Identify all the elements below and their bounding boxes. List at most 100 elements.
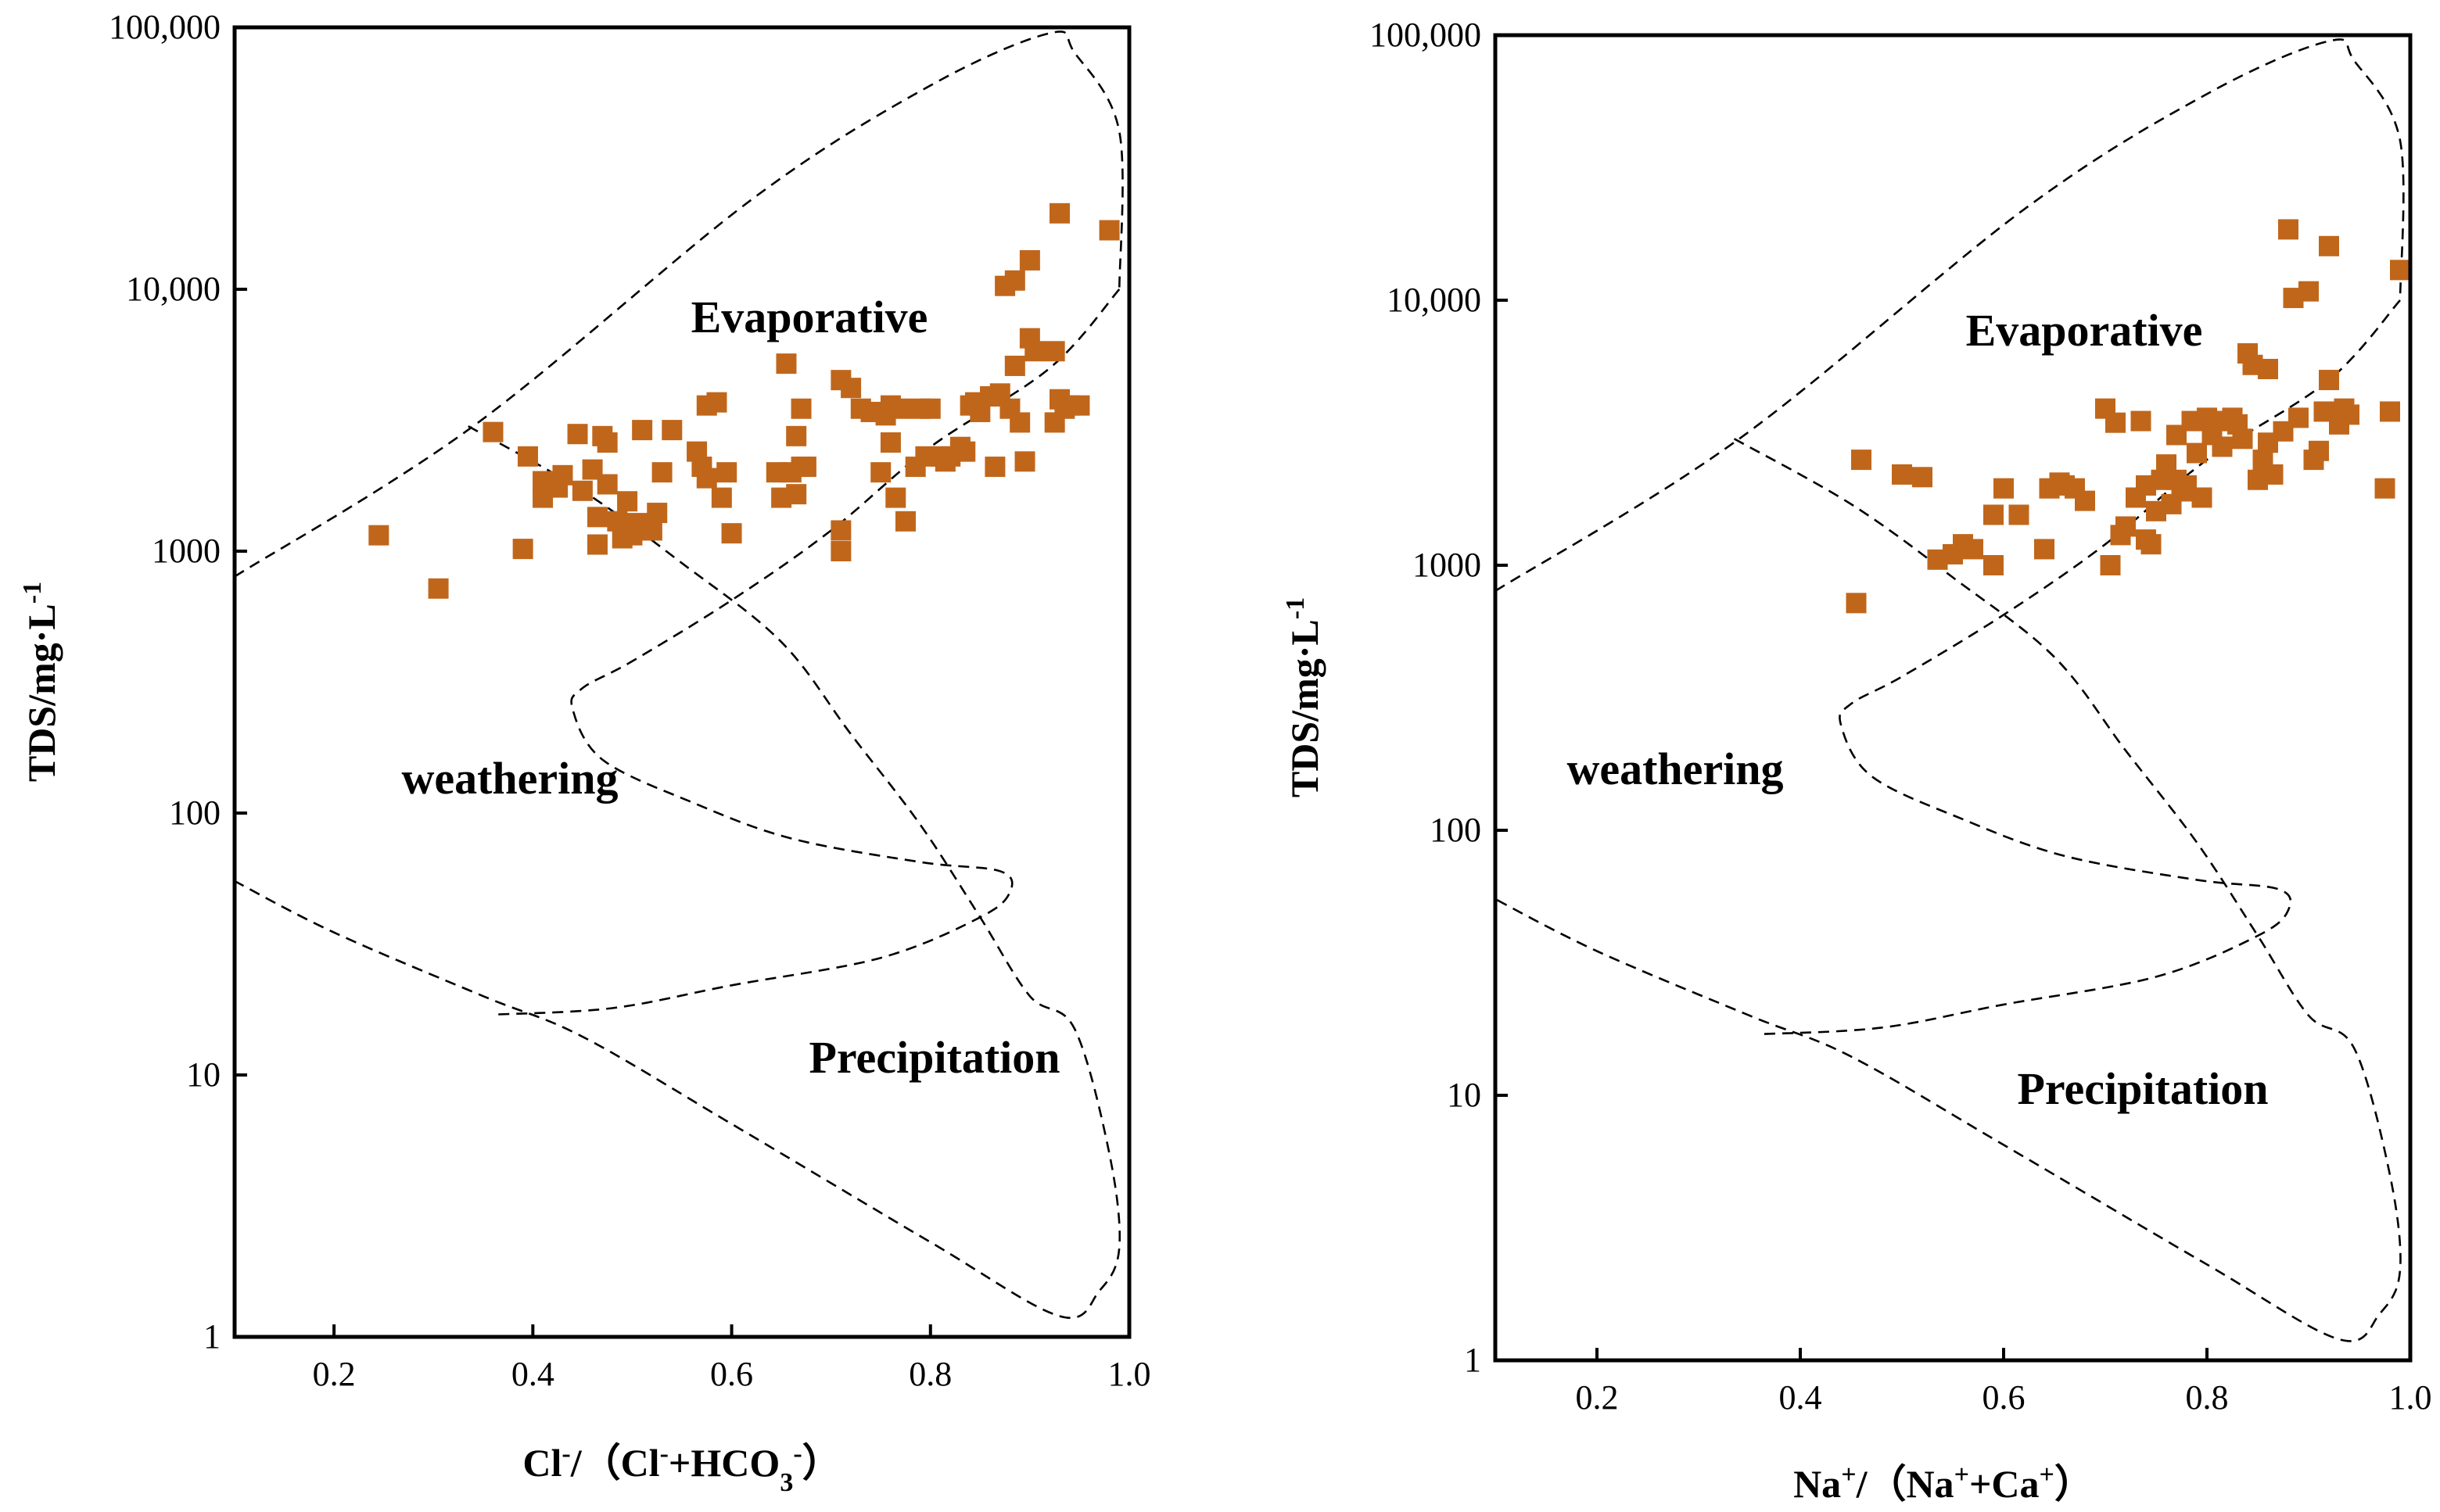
x-tick-label: 0.8 — [909, 1355, 952, 1393]
right-chart-region-weathering: weathering — [1566, 743, 1783, 794]
y-tick-label: 10 — [186, 1055, 221, 1094]
data-point — [2034, 539, 2054, 560]
x-tick-label: 0.4 — [511, 1355, 554, 1393]
right-chart-x-axis-title: Na+/（Na++Ca+） — [1793, 1460, 2094, 1507]
data-point — [2298, 281, 2319, 302]
data-point — [880, 432, 901, 453]
right-chart-y-ticks: 1 10 100 1000 10,000 100,000 — [1369, 16, 1508, 1379]
data-point — [2191, 487, 2212, 508]
y-tick-label: 10,000 — [1387, 281, 1481, 319]
data-point — [428, 578, 449, 599]
data-point — [1983, 504, 2004, 525]
data-point — [831, 520, 852, 541]
y-tick-label: 100,000 — [1369, 16, 1481, 54]
data-point — [572, 480, 593, 501]
data-point — [641, 520, 662, 541]
y-tick-label: 10 — [1447, 1076, 1481, 1114]
data-point — [1892, 464, 1912, 485]
data-point — [870, 462, 892, 483]
data-point — [1024, 341, 1046, 362]
data-point — [1912, 467, 1932, 488]
data-point — [2075, 490, 2095, 511]
left-chart-points — [368, 202, 1120, 599]
data-point — [776, 353, 797, 374]
right-chart-y-axis-title: TDS/mg·L-1 — [1281, 597, 1327, 797]
data-point — [517, 446, 538, 467]
data-point — [2309, 440, 2329, 461]
left-chart-y-ticks: 1 10 100 1000 10,000 100,000 — [109, 8, 247, 1356]
data-point — [706, 392, 727, 413]
data-point — [1993, 478, 2014, 499]
evaporation-envelope-upper — [234, 30, 1124, 578]
data-point — [2140, 534, 2162, 555]
evaporation-envelope-lower — [493, 288, 1121, 1016]
right-chart-x-ticks: 0.2 0.4 0.6 0.8 1.0 — [1576, 1348, 2432, 1417]
x-tick-label: 0.4 — [1779, 1378, 1822, 1417]
data-point — [795, 457, 816, 478]
data-point — [1010, 412, 1031, 433]
data-point — [2288, 407, 2309, 428]
data-point — [716, 462, 737, 483]
data-point — [552, 464, 573, 485]
data-point — [2319, 370, 2339, 391]
data-point — [597, 432, 618, 453]
weathering-boundary — [1494, 438, 2402, 1342]
data-point — [985, 457, 1006, 478]
data-point — [885, 487, 906, 508]
x-tick-label: 0.8 — [2186, 1378, 2229, 1417]
x-tick-label: 1.0 — [2389, 1378, 2432, 1417]
data-point — [2008, 504, 2029, 525]
data-point — [841, 378, 862, 399]
y-tick-label: 100,000 — [109, 8, 221, 46]
data-point — [587, 507, 608, 528]
data-point — [711, 487, 732, 508]
data-point — [786, 425, 807, 446]
left-chart-region-precipitation: Precipitation — [809, 1032, 1060, 1083]
data-point — [1019, 249, 1040, 271]
data-point — [1851, 450, 1871, 471]
left-chart-region-evaporative: Evaporative — [691, 292, 928, 342]
data-point — [831, 541, 852, 561]
y-tick-label: 1 — [203, 1317, 221, 1356]
data-point — [1846, 593, 1867, 614]
data-point — [567, 424, 588, 445]
data-point — [890, 398, 911, 419]
data-point — [791, 398, 812, 419]
data-point — [1963, 539, 1983, 560]
data-point — [2187, 442, 2207, 464]
data-point — [786, 484, 807, 505]
data-point — [920, 398, 941, 419]
data-point — [1014, 451, 1035, 472]
data-point — [2374, 478, 2395, 499]
data-point — [2212, 436, 2233, 457]
evaporation-envelope-upper — [1494, 38, 2405, 592]
data-point — [651, 462, 673, 483]
data-point — [2258, 359, 2278, 380]
data-point — [512, 539, 533, 560]
y-tick-label: 1 — [1464, 1341, 1481, 1379]
data-point — [632, 420, 653, 441]
data-point — [2278, 219, 2298, 240]
data-point — [368, 525, 389, 546]
data-point — [483, 421, 504, 442]
right-chart-region-precipitation: Precipitation — [2017, 1063, 2268, 1114]
x-tick-label: 0.2 — [313, 1355, 356, 1393]
data-point — [662, 420, 683, 441]
data-point — [1044, 341, 1065, 362]
data-point — [2380, 401, 2400, 422]
x-tick-label: 1.0 — [1108, 1355, 1151, 1393]
y-tick-label: 10,000 — [126, 270, 221, 308]
y-tick-label: 100 — [169, 794, 221, 832]
weathering-boundary — [234, 425, 1121, 1319]
data-point — [587, 534, 608, 555]
left-chart-boundaries — [234, 30, 1124, 1319]
y-tick-label: 1000 — [152, 532, 221, 570]
data-point — [1069, 395, 1090, 416]
x-tick-label: 0.6 — [1982, 1378, 2026, 1417]
left-chart-plot-frame — [232, 25, 1132, 1339]
data-point — [696, 468, 717, 489]
data-point — [895, 511, 916, 532]
